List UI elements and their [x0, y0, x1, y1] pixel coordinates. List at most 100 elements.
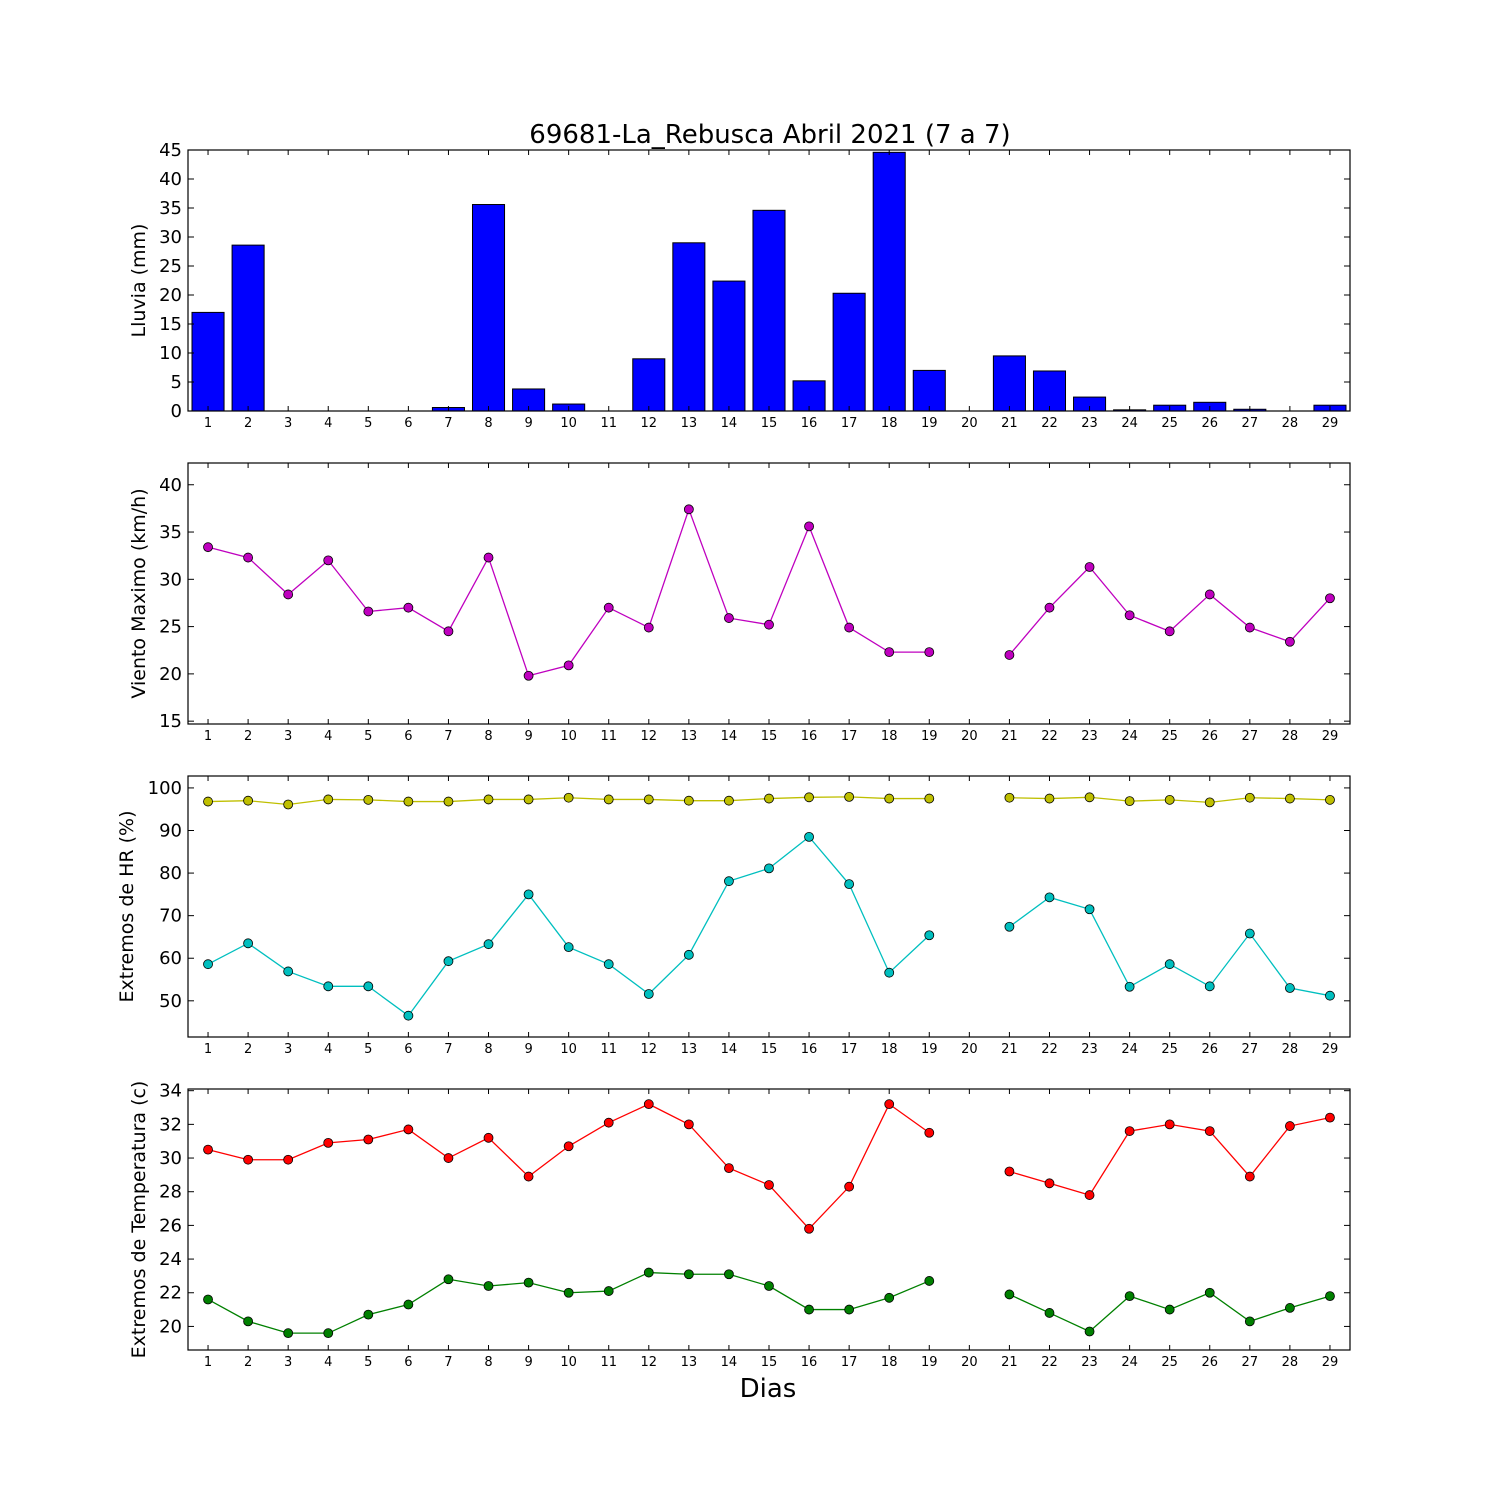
series-1-point-day-3 — [283, 799, 294, 810]
series-1-point-day-8 — [483, 794, 494, 805]
x-tick-label: 22 — [1041, 1355, 1058, 1370]
series-1-point-day-22 — [1044, 602, 1055, 613]
series-1-point-day-14 — [724, 795, 734, 806]
y-axis-label: Extremos de Temperatura (c) — [128, 1081, 150, 1359]
series-2-point-day-25 — [1164, 1304, 1175, 1315]
series-2-point-day-6 — [403, 1010, 414, 1021]
x-tick-label: 21 — [1001, 416, 1018, 431]
series-1-point-day-7 — [443, 1153, 454, 1163]
series-1-point-day-23 — [1084, 792, 1095, 803]
series-1-point-day-5 — [363, 1134, 374, 1145]
series-1-point-day-8 — [483, 1132, 494, 1143]
series-1-point-day-5 — [363, 606, 374, 617]
series-2-point-day-23 — [1084, 904, 1095, 915]
x-tick-label: 2 — [244, 416, 252, 431]
series-1-point-day-12 — [643, 1099, 654, 1110]
series-1-point-day-10 — [563, 660, 574, 671]
series-2-point-day-7 — [443, 956, 454, 967]
x-tick-label: 1 — [204, 1042, 212, 1057]
series-1-point-day-7 — [443, 626, 454, 637]
x-axis-label: Dias — [740, 1374, 797, 1404]
series-2-point-day-29 — [1325, 990, 1335, 1001]
panel-1: 1 2 3 4 5 6 7 8 9 10 11 12 13 14 15 16 17 18 19 20 21 22 23 24 2… — [128, 140, 1351, 431]
x-tick-label: 12 — [641, 1042, 658, 1057]
series-2-point-day-8 — [483, 939, 494, 950]
y-tick-label: 28 — [159, 1182, 182, 1203]
x-tick-label: 2 — [244, 1355, 252, 1370]
series-1-point-day-8 — [483, 552, 494, 563]
series-1-point-day-13 — [683, 504, 694, 515]
x-tick-label: 26 — [1201, 416, 1218, 431]
bar-day-22 — [1032, 370, 1067, 411]
x-tick-label: 16 — [801, 1355, 818, 1370]
series-1-point-day-29 — [1325, 593, 1335, 604]
x-tick-label: 12 — [641, 729, 658, 744]
x-tick-label: 23 — [1081, 1042, 1098, 1057]
series-1-point-day-6 — [403, 602, 414, 613]
x-tick-label: 6 — [404, 729, 412, 744]
series-1-point-day-17 — [844, 791, 855, 802]
bar-day-21 — [992, 355, 1026, 411]
series-2-point-day-17 — [844, 879, 855, 890]
y-tick-label: 40 — [159, 475, 182, 496]
series-1-point-day-12 — [643, 794, 654, 805]
series-1-point-day-13 — [683, 795, 694, 806]
series-1-point-day-17 — [844, 622, 855, 633]
series-1-point-day-9 — [523, 1171, 534, 1182]
x-tick-label: 3 — [284, 729, 292, 744]
x-tick-label: 22 — [1041, 416, 1058, 431]
x-tick-label: 28 — [1282, 1042, 1299, 1057]
x-tick-label: 21 — [1001, 1355, 1018, 1370]
series-1-point-day-27 — [1244, 622, 1255, 633]
series-1-point-day-18 — [884, 647, 895, 658]
y-tick-label: 20 — [159, 1316, 182, 1337]
x-tick-label: 5 — [364, 1355, 372, 1370]
series-1-point-day-21 — [1004, 650, 1015, 660]
series-2-point-day-10 — [563, 942, 574, 953]
x-tick-label: 25 — [1161, 416, 1178, 431]
x-tick-label: 5 — [364, 729, 372, 744]
x-tick-label: 24 — [1121, 1355, 1138, 1370]
x-tick-label: 13 — [681, 1042, 698, 1057]
series-1-point-day-25 — [1164, 794, 1175, 805]
x-tick-label: 11 — [600, 1042, 617, 1057]
series-1-point-day-16 — [804, 1223, 814, 1234]
y-tick-label: 15 — [159, 314, 182, 335]
series-2-point-day-16 — [804, 831, 814, 842]
series-2-point-day-7 — [443, 1274, 454, 1285]
series-1-point-day-2 — [243, 1154, 254, 1165]
series-2-point-day-28 — [1284, 1303, 1295, 1313]
series-2-point-day-19 — [924, 930, 935, 941]
series-1-point-day-4 — [323, 555, 334, 566]
x-tick-label: 26 — [1201, 1042, 1218, 1057]
series-2-point-day-18 — [884, 967, 895, 978]
series-1-point-day-6 — [403, 796, 414, 807]
series-2-point-day-5 — [363, 981, 374, 992]
plot-area — [203, 791, 1335, 1021]
x-tick-label: 12 — [641, 416, 658, 431]
x-tick-label: 16 — [801, 416, 818, 431]
x-tick-label: 22 — [1041, 729, 1058, 744]
series-2-point-day-27 — [1244, 928, 1255, 939]
y-tick-label: 10 — [159, 343, 182, 364]
series-2-point-day-21 — [1004, 1289, 1015, 1300]
y-tick-label: 50 — [159, 991, 182, 1012]
x-tick-label: 1 — [204, 416, 212, 431]
series-2-point-day-14 — [724, 876, 734, 887]
series-1-point-day-14 — [724, 613, 734, 623]
y-tick-label: 30 — [159, 569, 182, 590]
x-tick-label: 15 — [761, 1355, 778, 1370]
panel-2: 1 2 3 4 5 6 7 8 9 10 11 12 13 14 15 16 17 18 19 20 21 22 23 24 2… — [128, 462, 1351, 744]
x-tick-label: 11 — [600, 416, 617, 431]
panel-3: 1 2 3 4 5 6 7 8 9 10 11 12 13 14 15 16 17 18 19 20 21 22 23 24 2… — [116, 775, 1351, 1057]
series-2-point-day-21 — [1004, 921, 1015, 932]
series-1-point-day-21 — [1004, 792, 1015, 803]
panel-4: 1 2 3 4 5 6 7 8 9 10 11 12 13 14 15 16 17 18 19 20 21 22 23 24 2… — [128, 1081, 1351, 1370]
x-tick-label: 3 — [284, 1355, 292, 1370]
series-1-point-day-11 — [603, 602, 614, 613]
series-1-point-day-15 — [764, 793, 774, 804]
x-tick-label: 23 — [1081, 1355, 1098, 1370]
y-tick-label: 20 — [159, 285, 182, 306]
series-1-point-day-3 — [283, 589, 294, 600]
x-tick-label: 11 — [600, 729, 617, 744]
